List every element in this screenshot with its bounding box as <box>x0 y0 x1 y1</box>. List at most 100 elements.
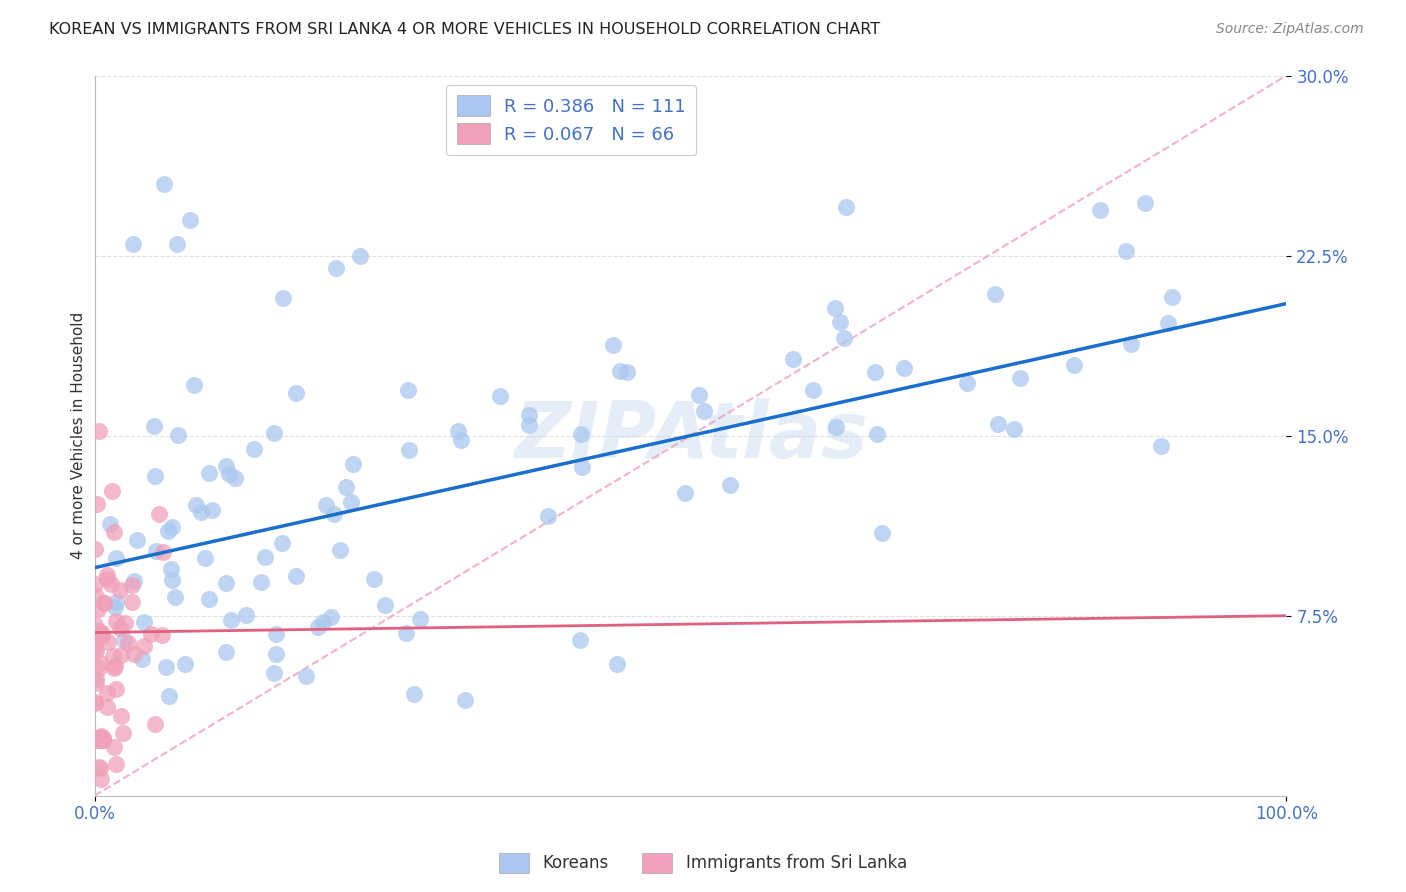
Point <box>218 467 240 482</box>
Point <box>398 442 420 457</box>
Point <box>830 316 852 330</box>
Point <box>90 730 112 744</box>
Point <box>454 692 477 706</box>
Point <box>801 383 824 397</box>
Point <box>86 626 108 640</box>
Point <box>143 717 166 731</box>
Point <box>96 700 118 714</box>
Point <box>201 502 224 516</box>
Point <box>105 756 128 771</box>
Point <box>96 568 118 582</box>
Point <box>89 424 111 438</box>
Point <box>125 533 148 547</box>
Point <box>271 291 294 305</box>
Point <box>263 666 285 681</box>
Point <box>264 626 287 640</box>
Point <box>308 620 330 634</box>
Point <box>194 551 217 566</box>
Point <box>84 676 107 690</box>
Point <box>122 648 145 662</box>
Point <box>183 378 205 392</box>
Point <box>870 526 893 541</box>
Point <box>609 364 631 378</box>
Point <box>84 731 107 745</box>
Point <box>155 659 177 673</box>
Point <box>84 577 107 591</box>
Point <box>1150 439 1173 453</box>
Point <box>447 424 470 438</box>
Point <box>103 661 125 675</box>
Point <box>408 611 430 625</box>
Point <box>121 594 143 608</box>
Point <box>322 508 344 522</box>
Point <box>96 686 118 700</box>
Point <box>87 760 110 774</box>
Point <box>89 761 111 775</box>
Point <box>103 648 125 663</box>
Point <box>152 545 174 559</box>
Point <box>329 543 352 558</box>
Point <box>114 615 136 630</box>
Point <box>90 731 112 745</box>
Point <box>319 610 342 624</box>
Y-axis label: 4 or more Vehicles in Household: 4 or more Vehicles in Household <box>72 312 86 559</box>
Point <box>160 561 183 575</box>
Point <box>517 408 540 422</box>
Point <box>398 383 420 397</box>
Point <box>84 695 107 709</box>
Point <box>166 236 188 251</box>
Point <box>1115 244 1137 258</box>
Point <box>86 497 108 511</box>
Point <box>335 480 357 494</box>
Point <box>87 732 110 747</box>
Point <box>184 498 207 512</box>
Point <box>143 418 166 433</box>
Point <box>157 690 180 704</box>
Point <box>863 365 886 379</box>
Legend: R = 0.386   N = 111, R = 0.067   N = 66: R = 0.386 N = 111, R = 0.067 N = 66 <box>446 85 696 155</box>
Text: ZIPAtlas: ZIPAtlas <box>513 398 868 474</box>
Point <box>148 507 170 521</box>
Point <box>606 657 628 671</box>
Point <box>224 471 246 485</box>
Point <box>84 644 107 658</box>
Point <box>90 626 112 640</box>
Point <box>987 417 1010 431</box>
Point <box>112 632 135 647</box>
Point <box>104 599 127 614</box>
Point <box>100 484 122 499</box>
Point <box>105 550 128 565</box>
Point <box>111 725 134 739</box>
Point <box>1002 422 1025 436</box>
Point <box>235 607 257 622</box>
Point <box>153 177 176 191</box>
Point <box>96 573 118 587</box>
Point <box>90 772 112 786</box>
Point <box>956 376 979 390</box>
Point <box>121 578 143 592</box>
Point <box>97 635 120 649</box>
Point <box>1133 196 1156 211</box>
Point <box>253 549 276 564</box>
Point <box>693 404 716 418</box>
Point <box>84 633 107 648</box>
Point <box>1157 316 1180 330</box>
Point <box>104 614 127 628</box>
Point <box>145 544 167 558</box>
Point <box>219 613 242 627</box>
Point <box>295 669 318 683</box>
Point <box>517 417 540 432</box>
Point <box>93 731 115 746</box>
Point <box>87 624 110 638</box>
Point <box>160 520 183 534</box>
Point <box>150 628 173 642</box>
Point <box>395 626 418 640</box>
Point <box>84 617 107 632</box>
Point <box>285 386 308 401</box>
Point <box>263 425 285 440</box>
Point <box>215 576 238 591</box>
Point <box>569 426 592 441</box>
Point <box>571 460 593 475</box>
Point <box>89 733 111 747</box>
Text: KOREAN VS IMMIGRANTS FROM SRI LANKA 4 OR MORE VEHICLES IN HOUSEHOLD CORRELATION : KOREAN VS IMMIGRANTS FROM SRI LANKA 4 OR… <box>49 22 880 37</box>
